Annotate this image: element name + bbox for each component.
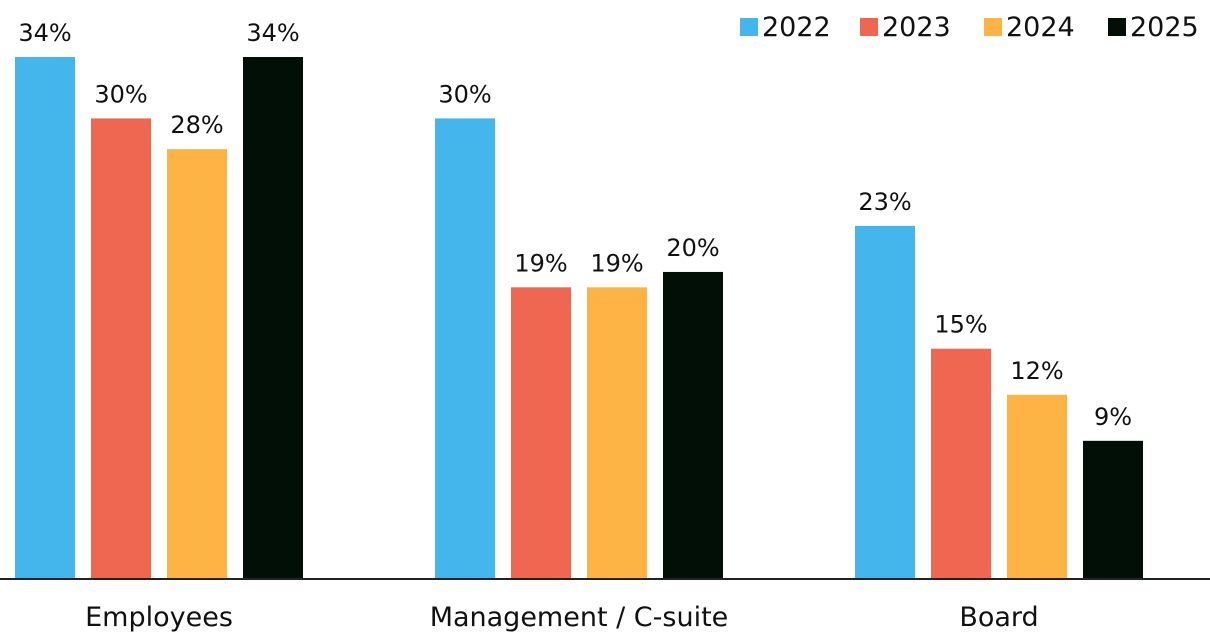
legend: 2022 2023 2024 2025 (740, 12, 1199, 43)
value-label-board-2022: 23% (858, 188, 911, 216)
bar-employees-2025 (243, 57, 303, 579)
value-label-management-c-suite-2022: 30% (438, 80, 491, 108)
bar-board-2024 (1007, 394, 1067, 579)
value-label-management-c-suite-2023: 19% (514, 249, 567, 277)
bar-management-c-suite-2022 (435, 118, 495, 579)
legend-label-2024: 2024 (1006, 12, 1075, 43)
bar-employees-2022 (15, 57, 75, 579)
bar-board-2022 (855, 225, 915, 579)
value-label-employees-2025: 34% (246, 19, 299, 47)
bars-layer (15, 57, 1143, 579)
value-label-board-2024: 12% (1010, 357, 1063, 385)
bar-employees-2024 (167, 149, 227, 579)
value-label-employees-2024: 28% (170, 111, 223, 139)
value-labels-layer: 34% 30% 28% 34% 30% 19% 19% 20% 23% 15% 12% 9% (18, 19, 1132, 431)
value-label-employees-2022: 34% (18, 19, 71, 47)
legend-label-2023: 2023 (882, 12, 951, 43)
value-label-employees-2023: 30% (94, 80, 147, 108)
bar-board-2025 (1083, 440, 1143, 579)
legend-label-2022: 2022 (762, 12, 831, 43)
category-labels-layer: Employees Management / C-suite Board (85, 602, 1039, 633)
value-label-board-2025: 9% (1094, 403, 1132, 431)
value-label-management-c-suite-2025: 20% (666, 234, 719, 262)
bar-board-2023 (931, 348, 991, 579)
value-label-management-c-suite-2024: 19% (590, 249, 643, 277)
value-label-board-2023: 15% (934, 311, 987, 339)
bar-management-c-suite-2024 (587, 287, 647, 579)
bar-employees-2023 (91, 118, 151, 579)
legend-label-2025: 2025 (1130, 12, 1199, 43)
legend-swatch-2024 (984, 18, 1002, 36)
bar-management-c-suite-2025 (663, 271, 723, 579)
legend-swatch-2023 (860, 18, 878, 36)
legend-swatch-2022 (740, 18, 758, 36)
legend-swatch-2025 (1108, 18, 1126, 36)
bar-management-c-suite-2023 (511, 287, 571, 579)
category-label-board: Board (959, 602, 1038, 633)
category-label-management-c-suite: Management / C-suite (430, 602, 729, 633)
category-label-employees: Employees (85, 602, 233, 633)
